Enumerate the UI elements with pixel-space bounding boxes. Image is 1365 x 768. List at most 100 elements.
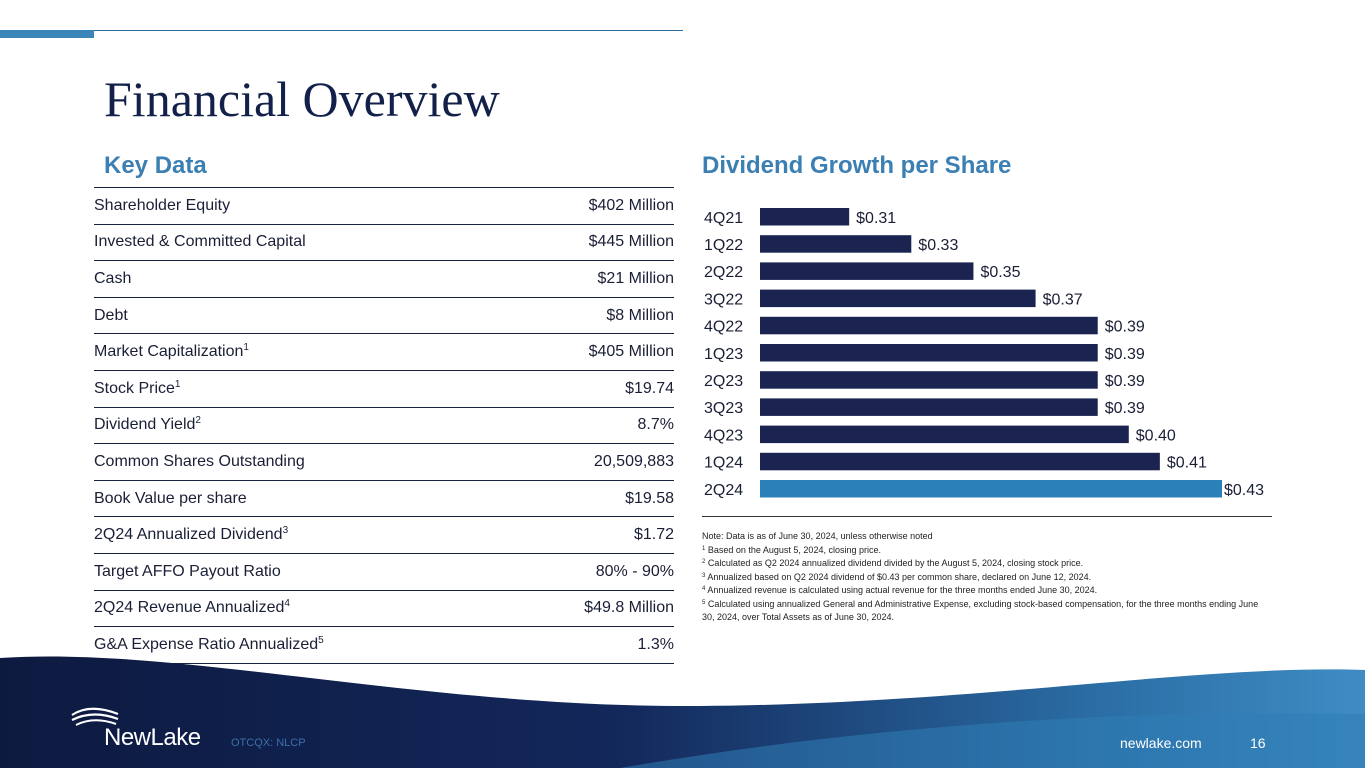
key-data-row: G&A Expense Ratio Annualized5 1.3% <box>94 626 674 664</box>
chart-category-label: 1Q22 <box>704 237 743 254</box>
key-data-value: $49.8 Million <box>510 589 674 627</box>
key-data-row: Common Shares Outstanding 20,509,883 <box>94 443 674 481</box>
chart-bar <box>760 289 1036 308</box>
chart-data-label: $0.39 <box>1105 373 1145 390</box>
footnote: 2 Calculated as Q2 2024 annualized divid… <box>702 557 1272 571</box>
footer-wave <box>0 656 1365 768</box>
key-data-label: Debt <box>94 296 511 334</box>
footnote-number: 1 <box>702 545 706 552</box>
chart-bar <box>760 452 1160 471</box>
chart-bar <box>760 235 912 253</box>
chart-bar <box>760 208 850 226</box>
key-data-value: 1.3% <box>510 626 674 664</box>
key-data-value: $19.58 <box>510 479 674 517</box>
chart-data-label: $0.33 <box>918 237 958 254</box>
top-accent-bar <box>0 30 94 38</box>
key-data-value: $21 Million <box>510 260 674 298</box>
newlake-wave-logo-icon <box>71 707 119 726</box>
key-data-label-text: Dividend Yield <box>94 416 196 434</box>
key-data-label-text: Common Shares Outstanding <box>94 452 305 470</box>
footnote-text: Annualized based on Q2 2024 dividend of … <box>707 571 1092 582</box>
chart-bar <box>760 316 1098 335</box>
chart-category-label: 1Q24 <box>704 455 743 472</box>
footnote-text: Calculated as Q2 2024 annualized dividen… <box>707 558 1084 568</box>
website-link[interactable]: newlake.com <box>1120 735 1202 751</box>
key-data-label-text: 2Q24 Revenue Annualized <box>94 599 285 617</box>
chart-bar <box>760 262 974 280</box>
key-data-row: Shareholder Equity $402 Million <box>94 187 674 225</box>
key-data-value: $445 Million <box>510 223 674 261</box>
top-rule <box>0 30 683 31</box>
key-data-label-text: G&A Expense Ratio Annualized <box>94 635 319 653</box>
key-data-value: 8.7% <box>510 406 674 444</box>
key-data-value: $8 Million <box>510 296 674 334</box>
key-data-label-text: Shareholder Equity <box>94 196 231 214</box>
chart-bar <box>760 398 1098 416</box>
chart-category-label: 2Q24 <box>704 482 743 499</box>
footnote-marker: 5 <box>318 634 324 646</box>
footnote: 5 Calculated using annualized General an… <box>702 598 1272 625</box>
key-data-row: Debt $8 Million <box>94 296 674 334</box>
dividend-growth-heading: Dividend Growth per Share <box>702 152 1012 179</box>
footnotes: Note: Data is as of June 30, 2024, unles… <box>702 530 1272 625</box>
chart-data-label: $0.35 <box>980 264 1020 281</box>
key-data-label-text: 2Q24 Annualized Dividend <box>94 526 283 544</box>
chart-bar <box>760 425 1129 444</box>
key-data-value: $1.72 <box>510 516 674 554</box>
chart-axis-line <box>702 516 1272 517</box>
key-data-label: 2Q24 Revenue Annualized4 <box>94 589 511 627</box>
footnote-number: 2 <box>702 559 706 565</box>
chart-data-label: $0.37 <box>1043 291 1083 308</box>
page-title: Financial Overview <box>104 71 500 127</box>
key-data-label: 2Q24 Annualized Dividend3 <box>94 516 511 554</box>
key-data-row: Book Value per share $19.58 <box>94 479 674 517</box>
logo-wordmark: NewLake <box>104 724 201 751</box>
chart-category-label: 4Q23 <box>704 427 743 444</box>
footnote-number: 3 <box>702 572 706 579</box>
chart-data-label: $0.39 <box>1105 346 1145 363</box>
chart-category-label: 2Q22 <box>704 264 743 281</box>
key-data-row: Target AFFO Payout Ratio 80% - 90% <box>94 552 674 591</box>
key-data-label: Stock Price1 <box>94 369 511 408</box>
footnote-marker: 2 <box>195 415 201 427</box>
chart-data-label: $0.39 <box>1105 319 1145 336</box>
footnote-marker: 1 <box>174 378 181 390</box>
footnote-text: Annualized revenue is calculated using a… <box>707 585 1098 595</box>
footnote: 1 Based on the August 5, 2024, closing p… <box>702 544 1272 558</box>
key-data-value: 20,509,883 <box>510 443 674 481</box>
footnote-marker: 1 <box>243 342 249 354</box>
chart-category-label: 4Q21 <box>704 210 743 227</box>
footnote: 3 Annualized based on Q2 2024 dividend o… <box>702 571 1272 585</box>
key-data-label: G&A Expense Ratio Annualized5 <box>94 626 511 664</box>
footnote-text: Note: Data is as of June 30, 2024, unles… <box>702 531 933 541</box>
key-data-label: Invested & Committed Capital <box>94 223 511 261</box>
key-data-label-text: Cash <box>94 269 132 287</box>
chart-data-label: $0.41 <box>1167 455 1207 472</box>
ticker-symbol: OTCQX: NLCP <box>231 737 306 749</box>
key-data-row: Stock Price1 $19.74 <box>94 369 674 408</box>
key-data-row: Cash $21 Million <box>94 260 674 298</box>
key-data-row: 2Q24 Annualized Dividend3 $1.72 <box>94 516 674 554</box>
key-data-label-text: Stock Price <box>94 379 175 397</box>
key-data-value: $19.74 <box>510 369 674 408</box>
page-number: 16 <box>1250 735 1266 751</box>
key-data-value: 80% - 90% <box>510 552 674 591</box>
footnote-marker: 4 <box>284 598 290 610</box>
key-data-label-text: Invested & Committed Capital <box>94 233 306 251</box>
key-data-row: Invested & Committed Capital $445 Million <box>94 223 674 261</box>
chart-category-label: 3Q22 <box>704 291 743 308</box>
chart-data-label: $0.40 <box>1136 427 1176 444</box>
chart-category-label: 4Q22 <box>704 319 743 336</box>
chart-bar <box>760 480 1222 498</box>
key-data-label-text: Target AFFO Payout Ratio <box>94 562 281 580</box>
footnote-number: 5 <box>702 599 706 606</box>
key-data-label: Cash <box>94 260 511 298</box>
key-data-label-text: Book Value per share <box>94 489 247 507</box>
chart-category-label: 1Q23 <box>704 346 743 363</box>
key-data-label-text: Debt <box>94 306 128 324</box>
key-data-label: Shareholder Equity <box>94 187 511 225</box>
chart-bar <box>760 371 1098 389</box>
footnote-text: Calculated using annualized General and … <box>702 598 1259 623</box>
key-data-label-text: Market Capitalization <box>94 343 244 361</box>
key-data-row: Market Capitalization1 $405 Million <box>94 333 674 371</box>
